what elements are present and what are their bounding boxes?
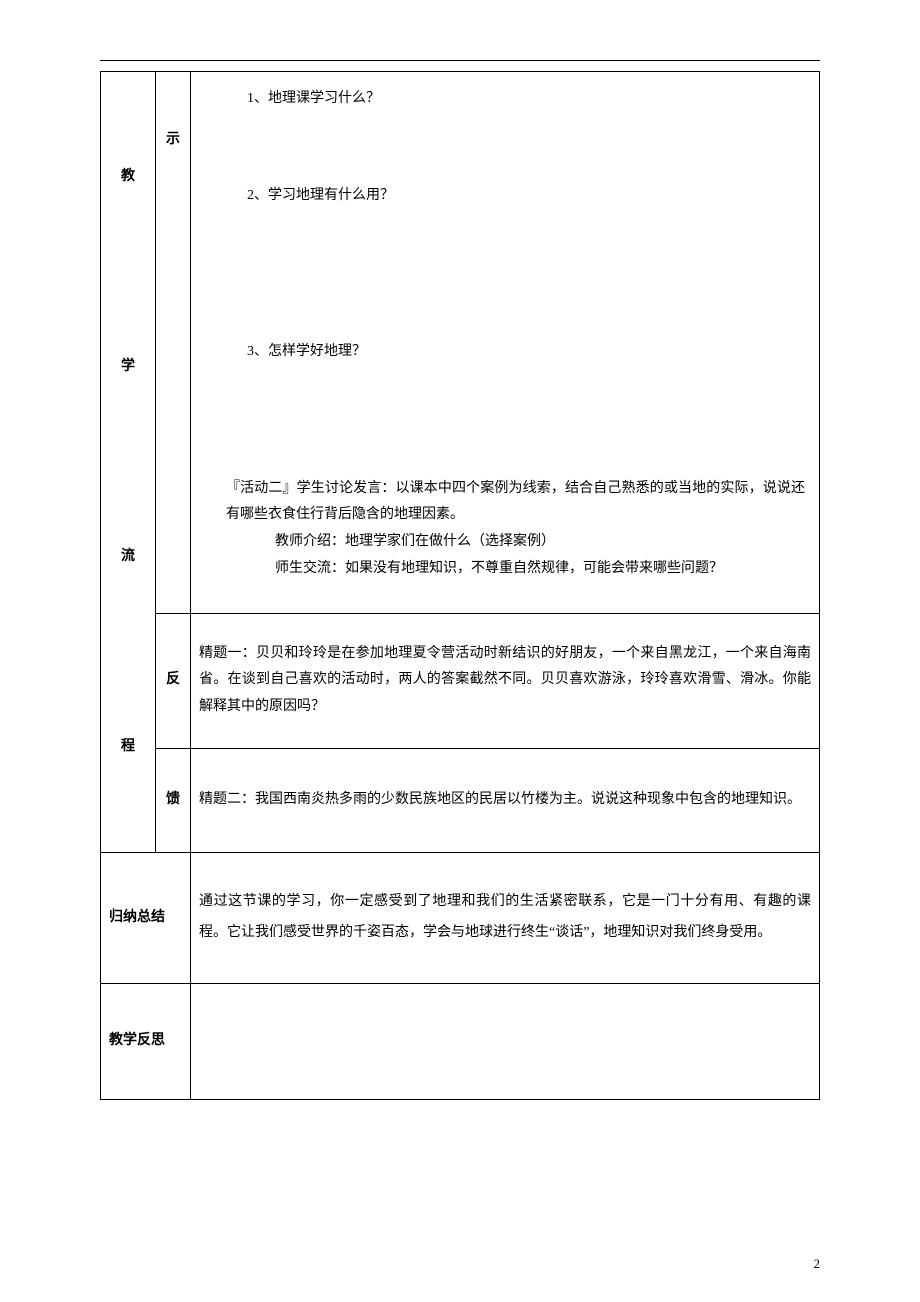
lesson-table: 教 学 流 程 示 1、地理课学习什么？ 2、学习地理有什么用？ 3、怎样学好地… bbox=[100, 71, 820, 1100]
char-jiao: 教 bbox=[121, 164, 135, 191]
activity2-line3: 师生交流：如果没有地理知识，不尊重自然规律，可能会带来哪些问题？ bbox=[275, 561, 723, 576]
char-cheng: 程 bbox=[121, 734, 135, 761]
jingti2-text: 精题二：我国西南炎热多雨的少数民族地区的民居以竹楼为主。说说这种现象中包含的地理… bbox=[199, 787, 811, 814]
jingti1-text: 精题一：贝贝和玲玲是在参加地理夏令营活动时新结识的好朋友，一个来自黑龙江，一个来… bbox=[199, 641, 811, 721]
activity2-title: 『活动二』 bbox=[226, 481, 297, 496]
activity2-line2: 教师介绍：地理学家们在做什么（选择案例） bbox=[205, 529, 805, 556]
section-label-shi: 示 bbox=[156, 72, 191, 614]
content-questions-activity: 1、地理课学习什么？ 2、学习地理有什么用？ 3、怎样学好地理？ 『活动二』学生… bbox=[191, 72, 820, 614]
char-liu: 流 bbox=[121, 544, 135, 571]
top-rule bbox=[100, 60, 820, 61]
content-summary: 通过这节课的学习，你一定感受到了地理和我们的生活紧密联系，它是一门十分有用、有趣… bbox=[191, 853, 820, 984]
section-label-kui: 馈 bbox=[156, 748, 191, 852]
left-label-teaching-flow: 教 学 流 程 bbox=[101, 72, 156, 853]
question-2: 2、学习地理有什么用？ bbox=[205, 183, 805, 210]
question-3: 3、怎样学好地理？ bbox=[205, 339, 805, 366]
char-kui: 馈 bbox=[166, 792, 180, 807]
char-xue: 学 bbox=[121, 354, 135, 381]
label-reflection: 教学反思 bbox=[101, 984, 191, 1100]
section-label-fan: 反 bbox=[156, 613, 191, 748]
char-shi: 示 bbox=[166, 127, 180, 154]
page-number: 2 bbox=[814, 1256, 821, 1272]
activity-2-block: 『活动二』学生讨论发言：以课本中四个案例为线索，结合自己熟悉的或当地的实际，说说… bbox=[205, 476, 805, 529]
content-reflection bbox=[191, 984, 820, 1100]
summary-text: 通过这节课的学习，你一定感受到了地理和我们的生活紧密联系，它是一门十分有用、有趣… bbox=[199, 887, 811, 949]
char-fan: 反 bbox=[166, 672, 180, 687]
activity2-line1: 学生讨论发言：以课本中四个案例为线索，结合自己熟悉的或当地的实际，说说还有哪些衣… bbox=[226, 481, 805, 523]
content-jingti2: 精题二：我国西南炎热多雨的少数民族地区的民居以竹楼为主。说说这种现象中包含的地理… bbox=[191, 748, 820, 852]
label-summary: 归纳总结 bbox=[101, 853, 191, 984]
activity2-line3-wrap: 师生交流：如果没有地理知识，不尊重自然规律，可能会带来哪些问题？ bbox=[205, 556, 805, 583]
content-jingti1: 精题一：贝贝和玲玲是在参加地理夏令营活动时新结识的好朋友，一个来自黑龙江，一个来… bbox=[191, 613, 820, 748]
question-1: 1、地理课学习什么？ bbox=[205, 86, 805, 113]
